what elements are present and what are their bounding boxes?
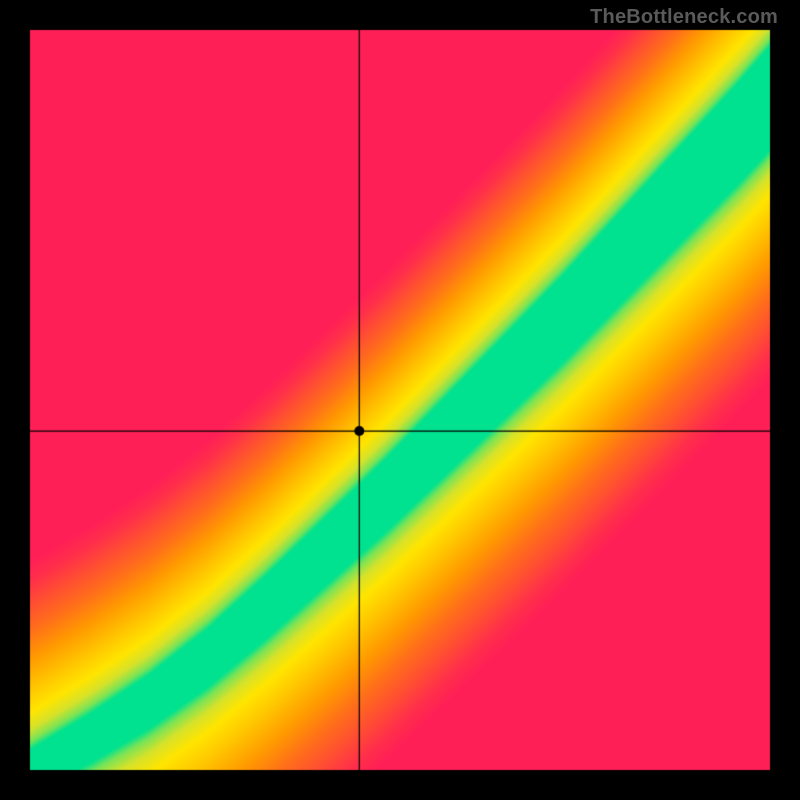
watermark-text: TheBottleneck.com xyxy=(590,6,778,29)
chart-container: TheBottleneck.com xyxy=(0,0,800,800)
bottleneck-heatmap xyxy=(0,0,800,800)
